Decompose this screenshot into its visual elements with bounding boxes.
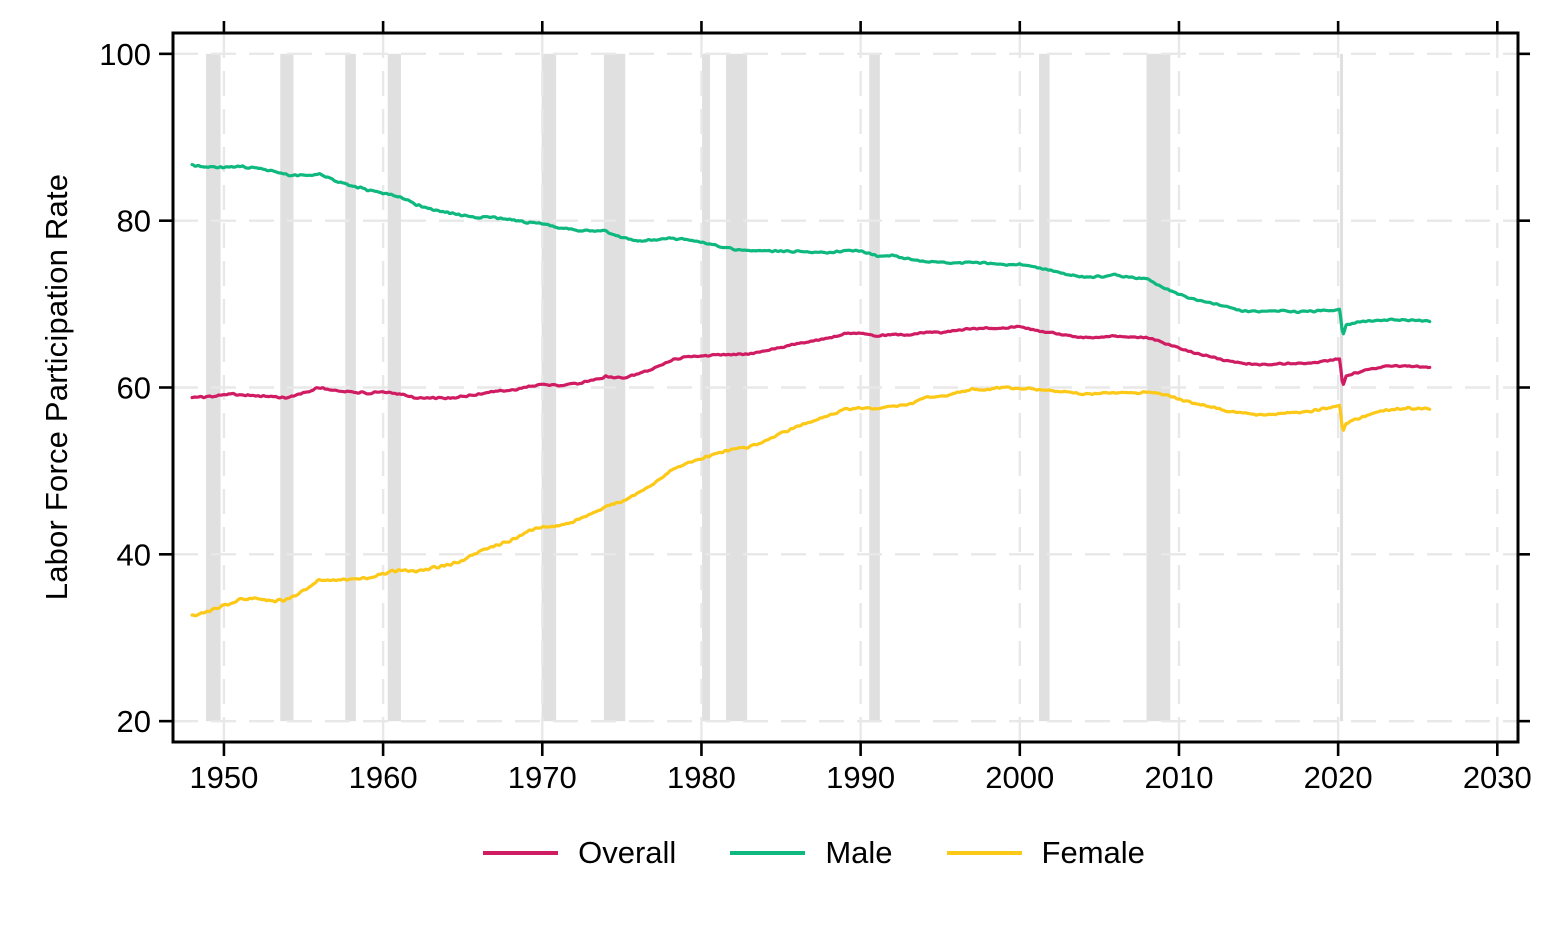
- y-tick-label: 40: [117, 537, 151, 572]
- x-tick-label: 1990: [826, 760, 895, 795]
- x-tick-label: 1970: [508, 760, 577, 795]
- legend-label-female: Female: [1041, 835, 1145, 870]
- series-line-overall: [190, 324, 1432, 401]
- x-tick-label: 2010: [1144, 760, 1213, 795]
- y-tick-label: 60: [117, 371, 151, 406]
- legend-swatch-female-line: [946, 851, 1022, 855]
- recession-band: [541, 53, 557, 722]
- legend: Overall Male Female: [38, 835, 1552, 871]
- legend-swatch-overall-line: [483, 851, 559, 855]
- recession-band: [345, 53, 356, 722]
- series-line-female: [190, 385, 1432, 618]
- recession-band: [1039, 53, 1050, 722]
- legend-item-male: Male: [730, 835, 893, 871]
- y-tick-label: 20: [117, 704, 151, 739]
- legend-item-female: Female: [946, 835, 1145, 871]
- x-tick-label: 1960: [349, 760, 418, 795]
- legend-label-overall: Overall: [578, 835, 677, 870]
- recession-band: [387, 53, 401, 722]
- y-tick-label: 100: [99, 37, 151, 72]
- legend-swatch-male-line: [730, 851, 806, 855]
- x-tick-label: 1980: [667, 760, 736, 795]
- x-tick-label: 2000: [985, 760, 1054, 795]
- y-tick-label: 80: [117, 204, 151, 239]
- series-line-male: [190, 163, 1432, 336]
- legend-label-male: Male: [825, 835, 893, 870]
- plot-border: [171, 31, 1520, 744]
- recession-band: [1340, 53, 1344, 722]
- legend-item-overall: Overall: [483, 835, 676, 871]
- x-tick-label: 2030: [1463, 760, 1532, 795]
- recession-band: [725, 53, 748, 722]
- x-tick-label: 2020: [1304, 760, 1373, 795]
- x-tick-label: 1950: [189, 760, 258, 795]
